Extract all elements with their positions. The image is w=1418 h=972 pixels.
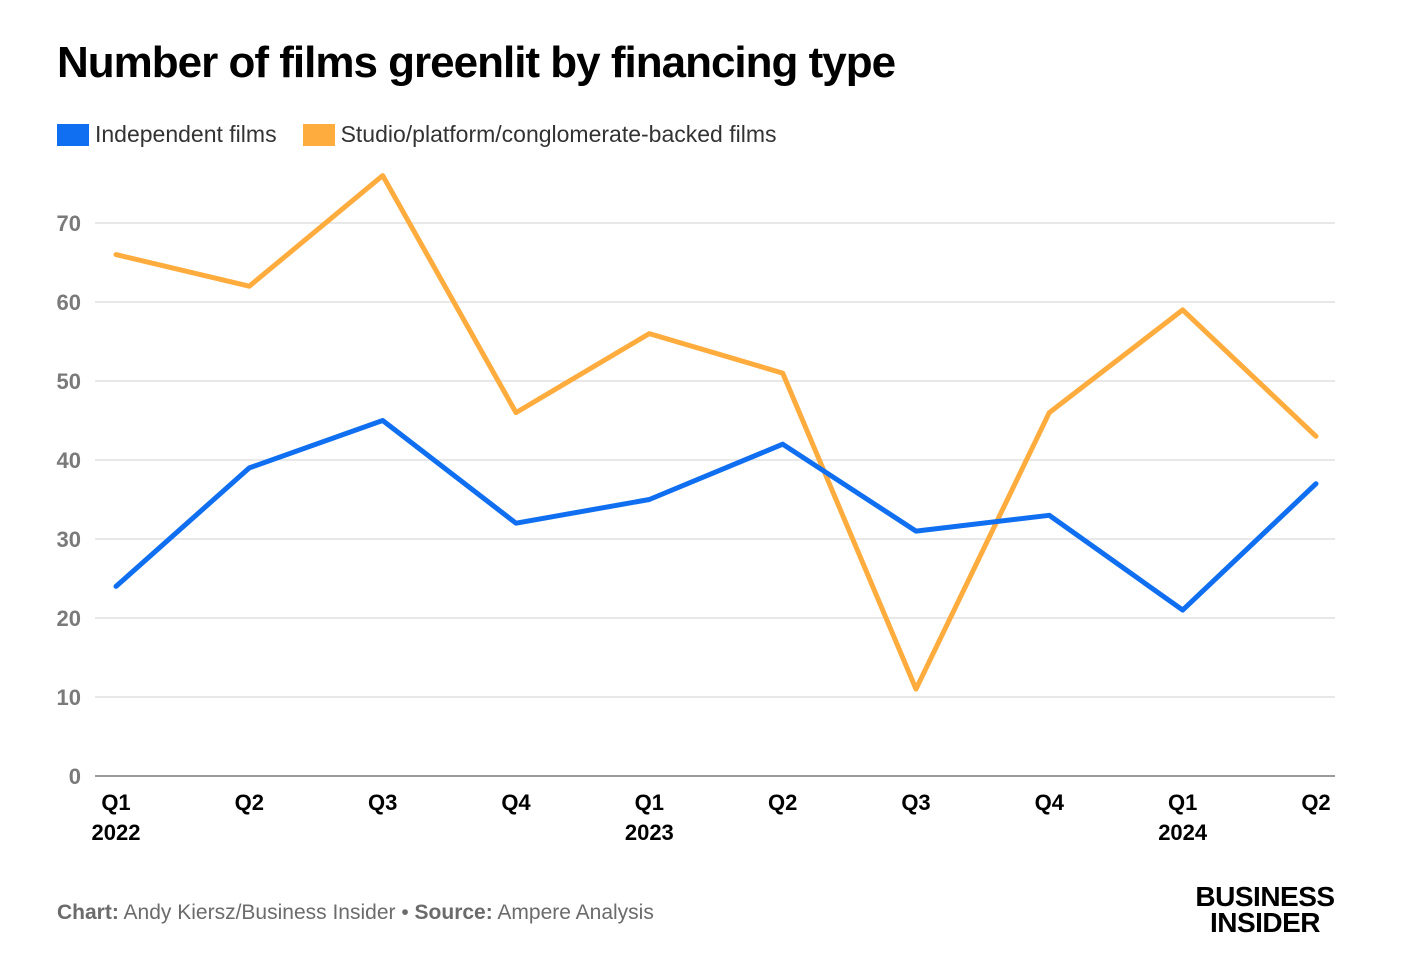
x-tick-label: Q1 (635, 790, 664, 815)
business-insider-logo: BUSINESS INSIDER (1190, 881, 1340, 938)
x-tick-label: Q4 (501, 790, 531, 815)
x-tick-label: Q3 (368, 790, 397, 815)
legend-item-independent: Independent films (57, 121, 277, 148)
logo-line-2: INSIDER (1209, 907, 1321, 938)
gridlines (95, 222, 1335, 777)
y-tick-label: 0 (69, 764, 81, 789)
x-tick-year-label: 2022 (92, 820, 141, 845)
x-tick-label: Q1 (1168, 790, 1197, 815)
x-tick-label: Q2 (768, 790, 797, 815)
x-tick-label: Q4 (1035, 790, 1065, 815)
series-lines (113, 173, 1319, 692)
legend-label-independent: Independent films (95, 121, 277, 147)
source-credit: Ampere Analysis (497, 901, 654, 924)
y-tick-label: 70 (57, 211, 81, 236)
footer-credits: Chart: Andy Kiersz/Business Insider • So… (57, 901, 654, 925)
y-tick-label: 60 (57, 290, 81, 315)
x-tick-label: Q1 (101, 790, 130, 815)
chart-credit: Andy Kiersz/Business Insider (123, 901, 396, 924)
x-tick-label: Q2 (235, 790, 264, 815)
x-tick-year-label: 2023 (625, 820, 674, 845)
legend-item-studio: Studio/platform/conglomerate-backed film… (302, 121, 777, 148)
legend-label-studio: Studio/platform/conglomerate-backed film… (340, 121, 777, 147)
y-tick-label: 20 (57, 606, 81, 631)
y-tick-label: 30 (57, 527, 81, 552)
y-tick-label: 10 (57, 685, 81, 710)
x-tick-label: Q3 (901, 790, 930, 815)
series-line-studio (113, 173, 1319, 692)
series-line-independent (113, 418, 1319, 613)
logo-line-1: BUSINESS (1195, 881, 1335, 912)
chart-credit-label: Chart: (57, 901, 119, 924)
credit-separator: • (401, 901, 409, 924)
x-axis-tick-labels: Q1 2022 Q2 Q3 Q4 Q1 2023 Q2 Q3 Q4 Q1 2024 Q2 (92, 790, 1331, 845)
x-tick-year-label: 2024 (1158, 820, 1208, 845)
x-tick-label: Q2 (1301, 790, 1330, 815)
y-tick-label: 50 (57, 369, 81, 394)
y-tick-label: 40 (57, 448, 81, 473)
chart-title: Number of films greenlit by financing ty… (57, 38, 896, 87)
legend-swatch-independent (57, 123, 89, 146)
legend: Independent films Studio/platform/conglo… (57, 121, 803, 148)
y-axis-tick-labels: 0 10 20 30 40 50 60 70 (57, 211, 81, 789)
legend-swatch-studio (302, 123, 335, 146)
source-label: Source: (414, 901, 493, 924)
